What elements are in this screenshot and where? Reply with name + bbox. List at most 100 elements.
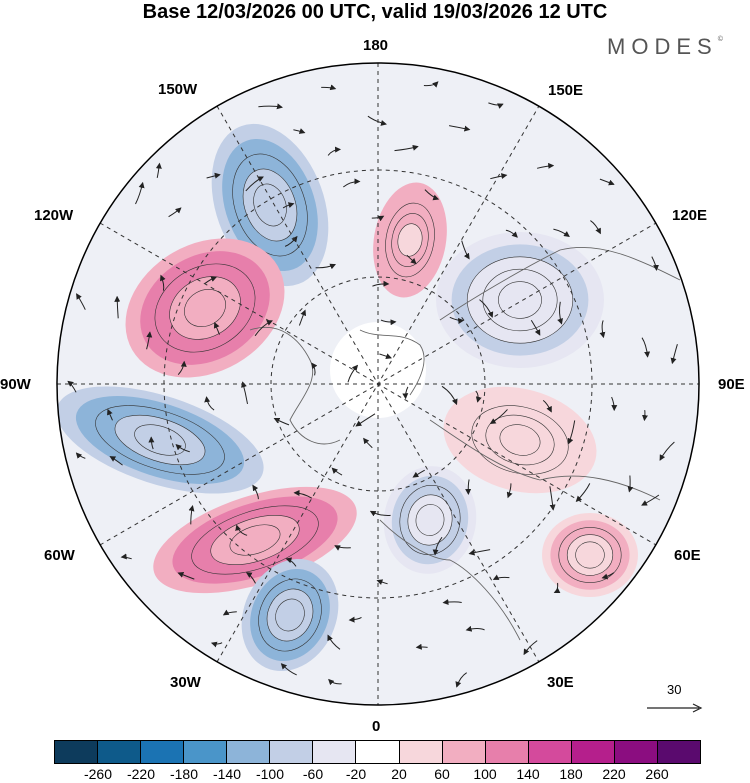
wind-arrow: [114, 295, 121, 319]
wind-arrow: [331, 467, 343, 476]
wind-arrow: [465, 625, 485, 632]
wind-arrow: [449, 316, 465, 324]
wind-arrow: [135, 181, 145, 205]
wind-arrow: [461, 240, 470, 260]
lon-label-90e: 90E: [718, 376, 745, 393]
lon-label-0: 0: [372, 718, 381, 735]
wind-arrow: [449, 125, 471, 132]
colorbar-tick-label: -20: [345, 766, 367, 782]
wind-arrow: [590, 220, 601, 235]
lon-label-60e: 60E: [674, 547, 701, 564]
wind-arrow: [168, 207, 182, 218]
wind-arrow: [204, 276, 218, 284]
wind-arrow: [376, 579, 388, 585]
reference-vector-arrow: [647, 703, 703, 713]
wind-arrow: [489, 409, 508, 425]
wind-arrow: [355, 413, 376, 427]
colorbar-tick-label: 20: [391, 766, 407, 782]
wind-arrow: [659, 441, 675, 461]
wind-arrow: [455, 672, 467, 688]
wind-arrow: [254, 320, 273, 337]
wind-arrow: [641, 494, 660, 506]
wind-arrow: [441, 385, 458, 406]
wind-arrow: [424, 189, 440, 201]
anomaly-contour: [229, 524, 281, 556]
colorbar-swatch-14: [657, 741, 700, 763]
colorbar-swatch-9: [442, 741, 486, 763]
wind-arrow: [280, 663, 297, 676]
wind-arrow: [206, 172, 221, 179]
lon-label-120w: 120W: [34, 207, 74, 224]
wind-arrow: [67, 380, 77, 393]
anomaly-contour: [134, 424, 186, 456]
wind-arrow: [348, 616, 362, 623]
wind-arrow: [213, 321, 220, 335]
wind-arrow: [273, 418, 290, 426]
anomaly-contour: [499, 424, 541, 456]
colorbar-tick-label: 140: [516, 766, 540, 782]
wind-arrow: [553, 582, 561, 593]
lon-label-90w: 90W: [0, 376, 31, 393]
wind-arrow: [245, 572, 256, 584]
wind-arrow: [505, 229, 518, 238]
wind-arrow: [342, 178, 361, 188]
logo-text: MODES: [607, 34, 718, 59]
wind-arrow: [175, 444, 190, 453]
wind-arrow: [334, 545, 351, 551]
wind-arrow: [670, 344, 678, 365]
wind-arrow: [363, 437, 373, 449]
wind-arrow: [506, 483, 513, 499]
wind-arrow: [412, 469, 425, 478]
colorbar-swatch-1: [98, 741, 142, 763]
wind-arrow: [492, 574, 510, 580]
wind-arrow: [148, 436, 155, 450]
colorbar-tick-label: -100: [255, 766, 285, 782]
colorbar-swatch-11: [528, 741, 572, 763]
wind-arrow: [423, 81, 439, 88]
wind-arrow: [315, 263, 337, 270]
wind-arrow: [245, 176, 264, 192]
wind-arrow: [367, 115, 387, 126]
wind-arrow: [293, 489, 313, 499]
wind-arrow: [321, 84, 337, 91]
colorbar-tick-label: -260: [83, 766, 113, 782]
wind-arrow: [107, 408, 113, 421]
lon-label-180: 180: [363, 37, 389, 54]
wind-arrow: [258, 103, 283, 110]
wind-arrow: [177, 360, 187, 376]
colorbar-tick-label: 100: [473, 766, 497, 782]
wind-arrow: [222, 609, 237, 616]
wind-arrow: [536, 162, 555, 169]
wind-arrow: [468, 549, 491, 556]
wind-arrow: [542, 400, 552, 413]
wind-arrow: [599, 320, 606, 339]
wind-arrow: [347, 364, 359, 383]
lon-label-30w: 30W: [170, 674, 201, 691]
wind-arrow: [177, 572, 195, 580]
wind-arrow: [530, 320, 541, 336]
wind-arrow: [611, 396, 618, 412]
lon-label-150e: 150E: [548, 82, 584, 99]
wind-arrow: [523, 640, 538, 656]
colorbar-tick-label: -140: [212, 766, 242, 782]
colorbar-tick-label: -60: [302, 766, 324, 782]
wind-arrow: [204, 396, 215, 411]
wind-arrow: [627, 475, 634, 493]
wind-arrow: [120, 553, 132, 560]
wind-arrow: [380, 319, 397, 326]
reference-vector-label: 30: [667, 682, 682, 697]
wind-arrow: [599, 178, 615, 186]
wind-arrow: [465, 479, 472, 495]
wind-arrow: [369, 510, 391, 517]
wind-arrow: [235, 524, 248, 536]
anomaly-center-8: [383, 466, 477, 574]
colorbar-tick-label: 60: [434, 766, 450, 782]
wind-arrow: [328, 678, 342, 686]
colorbar-swatch-10: [485, 741, 529, 763]
colorbar-swatch-2: [141, 741, 185, 763]
graticule: [57, 63, 699, 705]
wind-arrow: [432, 536, 443, 556]
modes-logo: MODES©: [607, 34, 723, 60]
wind-arrow: [327, 634, 341, 650]
wind-arrow: [371, 215, 385, 222]
